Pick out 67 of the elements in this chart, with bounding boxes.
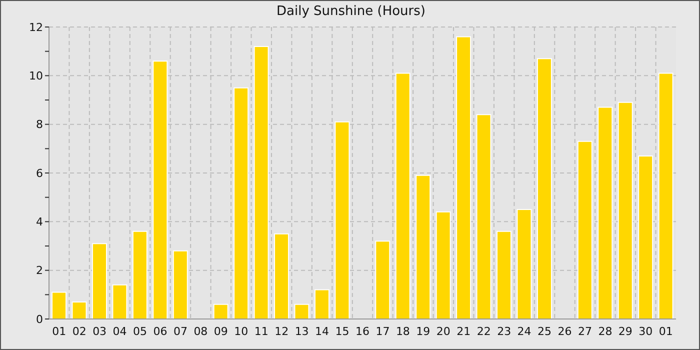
x-tick-label: 26: [558, 324, 572, 338]
x-tick-label: 28: [598, 324, 612, 338]
x-tick-label: 06: [153, 324, 168, 338]
bar: [274, 233, 290, 319]
x-tick-label: 10: [234, 324, 248, 338]
y-tick-label: 4: [36, 216, 43, 229]
bar: [395, 72, 410, 319]
bar: [436, 211, 451, 319]
bar: [476, 114, 492, 319]
bar: [213, 304, 228, 319]
bar: [516, 209, 532, 319]
x-tick-label: 16: [356, 324, 370, 338]
x-tick-label: 12: [274, 324, 289, 338]
bar: [314, 289, 330, 319]
x-tick-label: 29: [618, 324, 632, 338]
bar: [152, 60, 168, 319]
x-tick-label: 03: [92, 324, 107, 338]
x-tick-label: 14: [315, 324, 330, 338]
y-tick-label: 6: [36, 166, 43, 180]
x-tick-label: 30: [638, 324, 653, 338]
y-tick-label: 0: [36, 312, 43, 326]
bar: [234, 87, 249, 319]
x-tick-label: 21: [456, 324, 471, 338]
x-tick-label: 13: [294, 324, 309, 338]
bar: [112, 284, 128, 319]
x-tick-label: 05: [133, 324, 148, 338]
x-tick-label: 07: [173, 324, 188, 338]
chart-title: Daily Sunshine (Hours): [276, 4, 426, 19]
x-tick-label: 19: [416, 324, 430, 338]
x-tick-label: 17: [376, 324, 390, 338]
bar: [638, 155, 654, 319]
bar: [456, 36, 472, 319]
bar: [254, 46, 269, 319]
bar: [92, 243, 107, 319]
bar: [496, 230, 512, 319]
bar: [577, 140, 592, 319]
bar: [52, 292, 67, 319]
bar: [334, 121, 350, 319]
x-tick-label: 15: [335, 324, 350, 338]
x-tick-label: 02: [72, 324, 86, 338]
bar: [658, 72, 674, 319]
x-tick-label: 23: [497, 324, 512, 338]
x-tick-label: 04: [112, 324, 127, 338]
x-tick-label: 27: [578, 324, 592, 338]
y-tick-label: 12: [29, 20, 43, 34]
x-tick-label: 24: [517, 324, 532, 338]
bar: [375, 240, 390, 319]
bar: [618, 102, 633, 319]
x-tick-label: 22: [476, 324, 491, 338]
bar: [294, 304, 310, 319]
x-tick-label: 01: [52, 324, 66, 338]
bar: [132, 230, 148, 319]
y-tick-label: 8: [36, 118, 43, 132]
bar: [172, 250, 188, 319]
x-tick-label: 09: [214, 324, 228, 338]
x-tick-label: 20: [436, 324, 450, 338]
bar: [598, 106, 613, 319]
y-tick-label: 2: [36, 264, 43, 278]
x-tick-label: 11: [254, 324, 268, 338]
bar: [536, 58, 552, 319]
y-tick-label: 10: [29, 70, 43, 83]
bar: [72, 301, 87, 319]
x-tick-label: 25: [538, 324, 552, 338]
x-tick-label: 08: [194, 324, 208, 338]
x-tick-label: 01: [658, 324, 673, 338]
bar: [416, 174, 431, 319]
x-tick-label: 18: [396, 324, 410, 338]
